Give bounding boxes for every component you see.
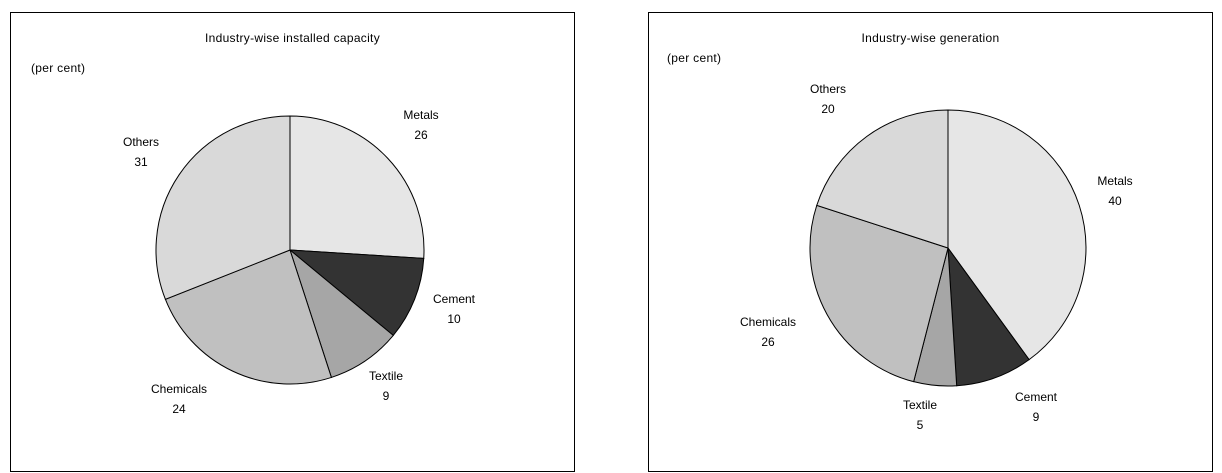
slice-value-textile: 5 (917, 418, 924, 432)
pie-slice-others (816, 109, 949, 249)
pie-slice-chemicals (809, 204, 949, 383)
slice-value-chemicals: 26 (761, 335, 775, 349)
slice-label-metals: Metals (1097, 174, 1132, 188)
slice-value-others: 31 (134, 155, 148, 169)
slice-label-chemicals: Chemicals (151, 382, 207, 396)
slice-value-metals: 40 (1108, 194, 1122, 208)
slice-value-metals: 26 (414, 128, 428, 142)
slice-label-cement: Cement (1015, 390, 1058, 404)
slice-value-textile: 9 (383, 389, 390, 403)
installed-capacity-pie: Metals 26 Cement 10 Textile 9 Chemicals 24 Other… (123, 108, 476, 416)
slice-label-cement: Cement (433, 292, 476, 306)
slice-label-chemicals: Chemicals (740, 315, 796, 329)
slice-label-others: Others (810, 82, 846, 96)
slice-value-chemicals: 24 (172, 402, 186, 416)
unit-label: (per cent) (31, 61, 86, 75)
pie-slice-metals (947, 109, 1087, 361)
slice-value-cement: 9 (1033, 410, 1040, 424)
slice-value-others: 20 (821, 102, 835, 116)
slice-label-textile: Textile (903, 398, 937, 412)
chart-title: Industry-wise installed capacity (204, 31, 380, 45)
pie-slice-cement (288, 249, 425, 337)
slice-value-cement: 10 (447, 312, 461, 326)
slice-label-textile: Textile (369, 369, 403, 383)
pie-slice-chemicals (164, 249, 333, 385)
pie-slice-metals (289, 115, 425, 259)
generation-pie: Metals 40 Cement 9 Textile 5 Chemicals 26 Others… (740, 82, 1133, 432)
chart-title: Industry-wise generation (861, 31, 1000, 45)
pie-slice-others (155, 115, 291, 300)
installed-capacity-chart: Industry-wise installed capacity (per ce… (10, 12, 575, 472)
unit-label: (per cent) (667, 51, 722, 65)
slice-label-others: Others (123, 135, 159, 149)
slice-label-metals: Metals (403, 108, 438, 122)
generation-chart: Industry-wise generation (per cent) Meta… (648, 12, 1213, 472)
